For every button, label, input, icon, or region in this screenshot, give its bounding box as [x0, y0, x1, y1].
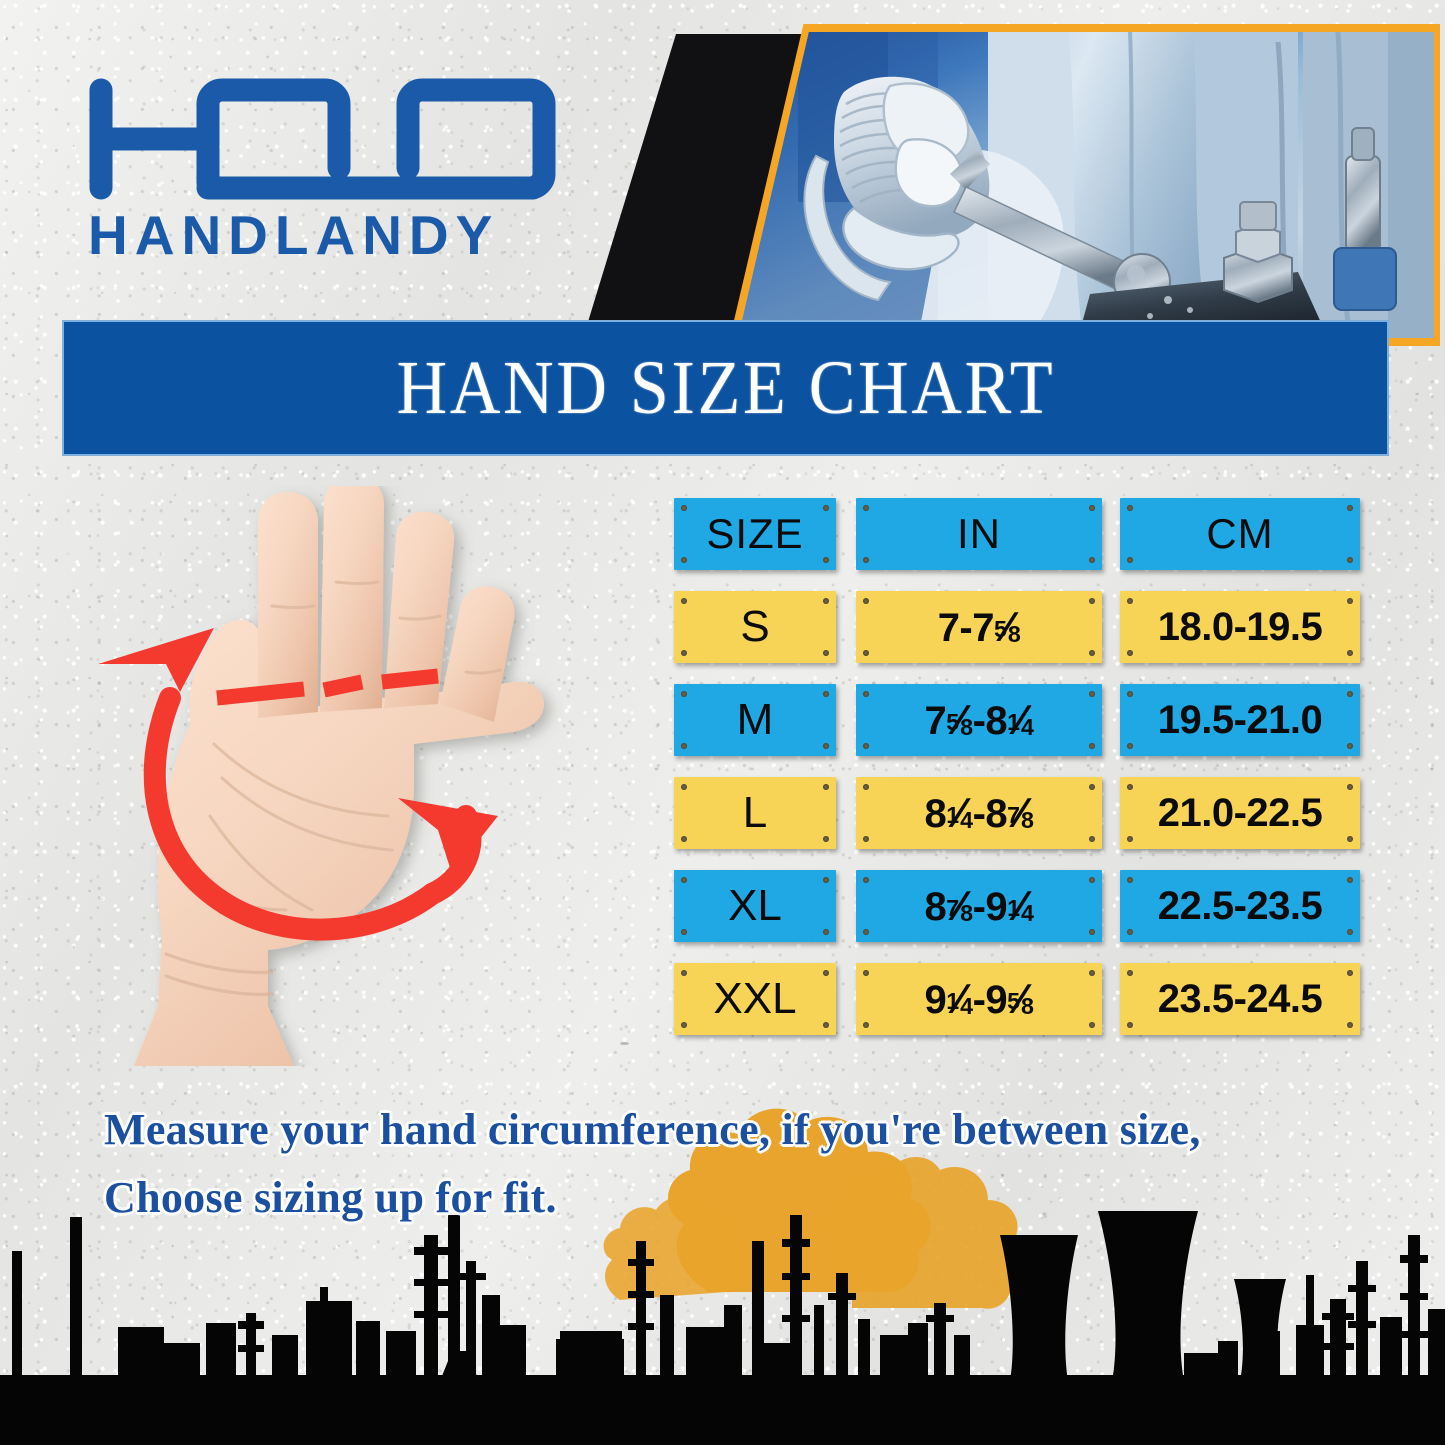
in-value: 9 1 ⁄ 4 -9 5 ⁄ 8 [924, 975, 1034, 1022]
in-value: 7 5 ⁄ 8 -8 1 ⁄ 4 [924, 696, 1034, 743]
table-row: L 8 1 ⁄ 4 -8 7 ⁄ 8 21.0-22.5 [672, 777, 1362, 849]
cell-size: XXL [674, 963, 836, 1035]
rivet-icon [823, 557, 829, 563]
in-value: 8 7 ⁄ 8 -9 1 ⁄ 4 [924, 882, 1034, 929]
rivet-icon [681, 557, 687, 563]
cell-in: 8 7 ⁄ 8 -9 1 ⁄ 4 [856, 870, 1102, 942]
size-label: L [742, 788, 768, 837]
cell-size: M [674, 684, 836, 756]
size-label: M [736, 695, 774, 744]
open-palm-hand-icon [98, 486, 544, 1066]
table-row: M 7 5 ⁄ 8 -8 1 ⁄ 4 19.5-21.0 [672, 684, 1362, 756]
paper-fleck [620, 1042, 629, 1045]
size-chart-table: SIZE IN CM S [672, 498, 1362, 1038]
in-value: 8 1 ⁄ 4 -8 7 ⁄ 8 [924, 789, 1034, 836]
cell-in: 7-7 5 ⁄ 8 [856, 591, 1102, 663]
cell-cm: 22.5-23.5 [1120, 870, 1360, 942]
header-label-cm: CM [1206, 510, 1274, 557]
size-label: XXL [713, 974, 797, 1023]
rivet-icon [1127, 505, 1133, 511]
rivet-icon [863, 505, 869, 511]
cell-cm: 21.0-22.5 [1120, 777, 1360, 849]
page-title-banner: HAND SIZE CHART [62, 320, 1389, 456]
cm-value: 21.0-22.5 [1157, 790, 1323, 835]
header-label-size: SIZE [706, 510, 804, 557]
caption-line-1: Measure your hand circumference, if you'… [104, 1105, 1201, 1154]
cell-size: L [674, 777, 836, 849]
brand-logo: HANDLANDY [88, 78, 558, 263]
handlandy-hd-monogram-icon [89, 78, 556, 200]
circumference-measure-arrow-icon [98, 628, 498, 941]
rivet-icon [1089, 505, 1095, 511]
header-cell-size: SIZE [674, 498, 836, 570]
rivet-icon [681, 505, 687, 511]
instruction-caption: Measure your hand circumference, if you'… [104, 1096, 1434, 1232]
in-value: 7-7 5 ⁄ 8 [937, 603, 1021, 650]
cm-value: 18.0-19.5 [1157, 604, 1323, 649]
cell-in: 9 1 ⁄ 4 -9 5 ⁄ 8 [856, 963, 1102, 1035]
cm-value: 22.5-23.5 [1157, 883, 1323, 928]
rivet-icon [863, 557, 869, 563]
rivet-icon [1089, 557, 1095, 563]
table-row: XXL 9 1 ⁄ 4 -9 5 ⁄ 8 23.5-24.5 [672, 963, 1362, 1035]
header-cell-cm: CM [1120, 498, 1360, 570]
header-label-in: IN [957, 510, 1001, 557]
industrial-refinery-skyline-icon [0, 1211, 1445, 1445]
cm-value: 19.5-21.0 [1157, 697, 1323, 742]
table-row: S 7-7 5 ⁄ 8 18.0-19.5 [672, 591, 1362, 663]
table-row: XL 8 7 ⁄ 8 -9 1 ⁄ 4 22.5-23.5 [672, 870, 1362, 942]
cell-cm: 19.5-21.0 [1120, 684, 1360, 756]
brand-wordmark: HANDLANDY [88, 204, 500, 266]
rivet-icon [1127, 557, 1133, 563]
table-header-row: SIZE IN CM [672, 498, 1362, 570]
caption-line-2: Choose sizing up for fit. [104, 1173, 557, 1223]
cell-in: 8 1 ⁄ 4 -8 7 ⁄ 8 [856, 777, 1102, 849]
cell-size: S [674, 591, 836, 663]
workshop-scene-icon [738, 32, 1434, 338]
gloved-hand-with-wrench-photo [738, 32, 1434, 338]
cell-cm: 23.5-24.5 [1120, 963, 1360, 1035]
size-label: S [740, 602, 770, 651]
cell-cm: 18.0-19.5 [1120, 591, 1360, 663]
cm-value: 23.5-24.5 [1157, 976, 1323, 1021]
page-title: HAND SIZE CHART [396, 345, 1055, 430]
size-label: XL [728, 881, 782, 930]
rivet-icon [823, 505, 829, 511]
header-cell-in: IN [856, 498, 1102, 570]
cell-in: 7 5 ⁄ 8 -8 1 ⁄ 4 [856, 684, 1102, 756]
rivet-icon [1347, 557, 1353, 563]
rivet-icon [1347, 505, 1353, 511]
hand-measure-illustration [62, 486, 582, 1066]
cell-size: XL [674, 870, 836, 942]
